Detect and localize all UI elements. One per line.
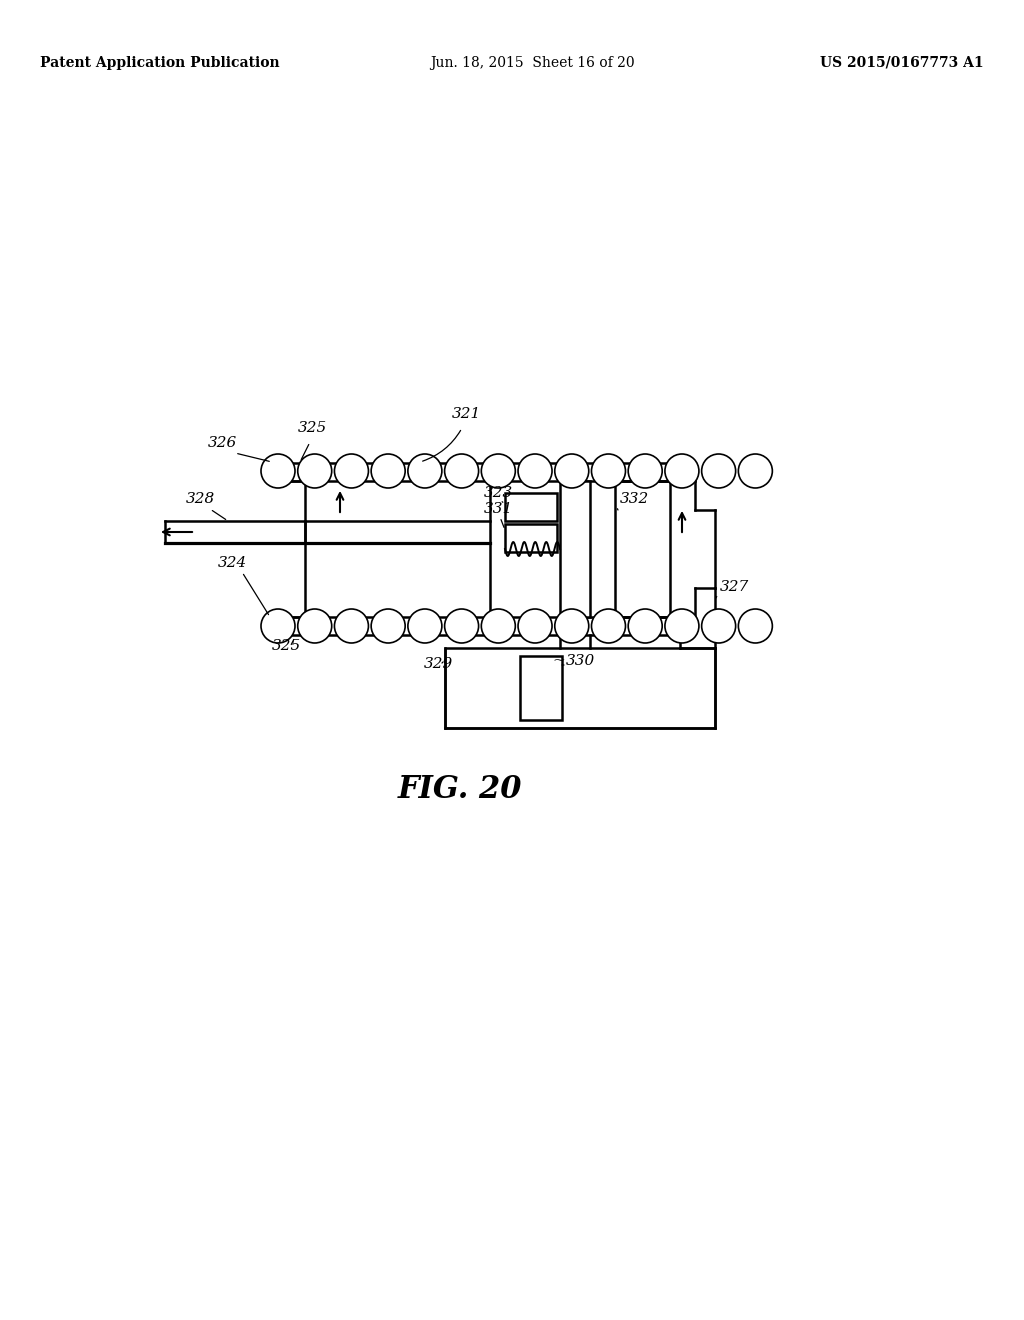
Circle shape (628, 609, 663, 643)
Circle shape (738, 454, 772, 488)
Circle shape (481, 454, 515, 488)
Circle shape (261, 454, 295, 488)
Text: 331: 331 (484, 502, 513, 516)
Circle shape (555, 454, 589, 488)
Text: Patent Application Publication: Patent Application Publication (40, 55, 280, 70)
Circle shape (371, 609, 406, 643)
Circle shape (444, 454, 478, 488)
Bar (520, 656, 562, 719)
Text: 329: 329 (424, 657, 454, 671)
Text: 327: 327 (720, 579, 750, 594)
Circle shape (592, 609, 626, 643)
Circle shape (592, 454, 626, 488)
Text: Jun. 18, 2015  Sheet 16 of 20: Jun. 18, 2015 Sheet 16 of 20 (430, 55, 635, 70)
Circle shape (408, 454, 442, 488)
Circle shape (481, 609, 515, 643)
Circle shape (518, 609, 552, 643)
Text: 326: 326 (208, 436, 238, 450)
Circle shape (444, 609, 478, 643)
Circle shape (701, 454, 735, 488)
Circle shape (518, 454, 552, 488)
Circle shape (628, 454, 663, 488)
Bar (505, 492, 557, 521)
Text: 328: 328 (186, 492, 215, 506)
Circle shape (371, 454, 406, 488)
Circle shape (298, 454, 332, 488)
Circle shape (335, 454, 369, 488)
Text: 321: 321 (452, 407, 481, 421)
Circle shape (665, 454, 699, 488)
Circle shape (261, 609, 295, 643)
Text: 323: 323 (484, 486, 513, 500)
Circle shape (738, 609, 772, 643)
Text: 325: 325 (272, 639, 301, 653)
Bar (505, 524, 557, 552)
Bar (560, 480, 590, 616)
Circle shape (408, 609, 442, 643)
Text: 324: 324 (218, 556, 247, 570)
Bar (445, 648, 715, 729)
Text: ~: ~ (552, 653, 565, 668)
Circle shape (665, 609, 699, 643)
Circle shape (701, 609, 735, 643)
Text: 332: 332 (620, 492, 649, 506)
Text: US 2015/0167773 A1: US 2015/0167773 A1 (820, 55, 984, 70)
Text: FIG. 20: FIG. 20 (397, 775, 522, 805)
Circle shape (555, 609, 589, 643)
Circle shape (298, 609, 332, 643)
Text: 325: 325 (298, 421, 328, 436)
Circle shape (335, 609, 369, 643)
Text: 330: 330 (566, 653, 595, 668)
